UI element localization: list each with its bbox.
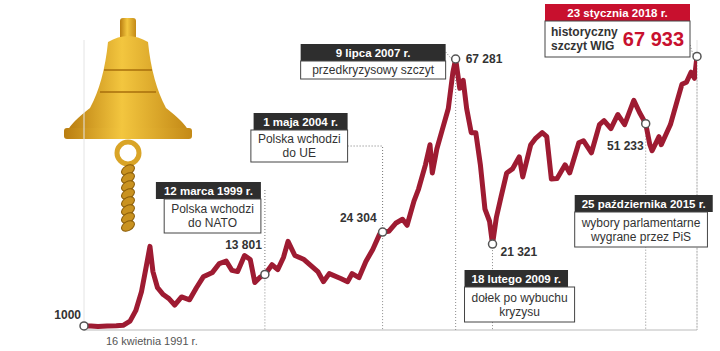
annotation-header (254, 113, 348, 130)
annotation-dot (489, 240, 497, 248)
annotation-header (575, 195, 713, 212)
annotation-dot (452, 55, 460, 63)
connector (446, 52, 452, 59)
annotation-date: 9 lipca 2007 r. (336, 47, 411, 59)
guide-line (455, 59, 456, 330)
annotation-text: przedkryzysowy szczyt (312, 63, 435, 77)
annotation-text: historyczny (551, 25, 618, 39)
annotation-text: do NATO (188, 216, 237, 230)
value-label: 24 304 (340, 211, 377, 225)
annotation-body (545, 21, 690, 57)
annotation-body (251, 130, 348, 162)
annotation-date: 25 października 2015 r. (582, 198, 706, 210)
annotation-body (301, 61, 446, 79)
value-label: 1000 (54, 308, 81, 322)
annotation-body (575, 212, 708, 247)
annotation-boxes: 12 marca 1999 r.Polska wchodzido NATO1 m… (156, 4, 713, 322)
annotation-date: 23 stycznia 2018 r. (567, 7, 667, 19)
value-labels: 1000 16 kwietnia 1991 r. 13 801 24 304 67 28… (54, 52, 644, 347)
x-axis (84, 330, 697, 331)
annotation-header (156, 182, 261, 199)
annotation-text: wygrane przez PiS (590, 230, 691, 244)
annotation-header (545, 4, 690, 21)
annotation-dot (379, 228, 387, 236)
start-date: 16 kwietnia 1991 r. (106, 335, 198, 347)
value-label: 67 933 (623, 28, 684, 50)
guide-line (264, 274, 265, 330)
plot-edge (697, 40, 698, 330)
bell-ring (117, 142, 139, 164)
annotation-date: 1 maja 2004 r. (263, 116, 338, 128)
annotation-text: kryzysu (499, 305, 540, 319)
connector (264, 190, 265, 270)
line-group (84, 56, 697, 326)
annotation-dot (80, 322, 88, 330)
value-label: 13 801 (225, 238, 262, 252)
annotation-date: 18 lutego 2009 r. (472, 273, 562, 285)
annotation-text: Polska wchodzi (258, 132, 341, 146)
chart: 12 marca 1999 r.Polska wchodzido NATO1 m… (0, 0, 720, 351)
value-label: 51 233 (607, 139, 644, 153)
annotation-date: 12 marca 1999 r. (164, 185, 253, 197)
annotation-text: do UE (283, 146, 316, 160)
value-label: 67 281 (466, 52, 503, 66)
annotation-body (465, 287, 575, 322)
bell-body (68, 36, 188, 130)
bell-lines (100, 70, 156, 92)
bell-rope (120, 219, 137, 234)
page: {"chart_data": { "type": "line", "color"… (0, 0, 720, 351)
annotation-dot (642, 120, 650, 128)
annotation-dot (261, 270, 269, 278)
annotation-text: szczyt WIG (551, 39, 614, 53)
annotation-header (301, 44, 446, 61)
value-label: 21 321 (501, 245, 538, 259)
annotation-header (465, 270, 569, 287)
annotation-dot (693, 52, 701, 60)
annotation-text: dołek po wybuchu (472, 291, 568, 305)
guide-line (382, 232, 383, 330)
bell-lip (64, 128, 192, 139)
y-axis (84, 40, 85, 330)
annotation-text: wybory parlamentarne (581, 216, 701, 230)
wig-line (84, 56, 697, 326)
guide-line (697, 56, 698, 330)
annotation-text: Polska wchodzi (171, 202, 254, 216)
annotation-dots (80, 52, 701, 330)
annotation-body (164, 199, 261, 233)
